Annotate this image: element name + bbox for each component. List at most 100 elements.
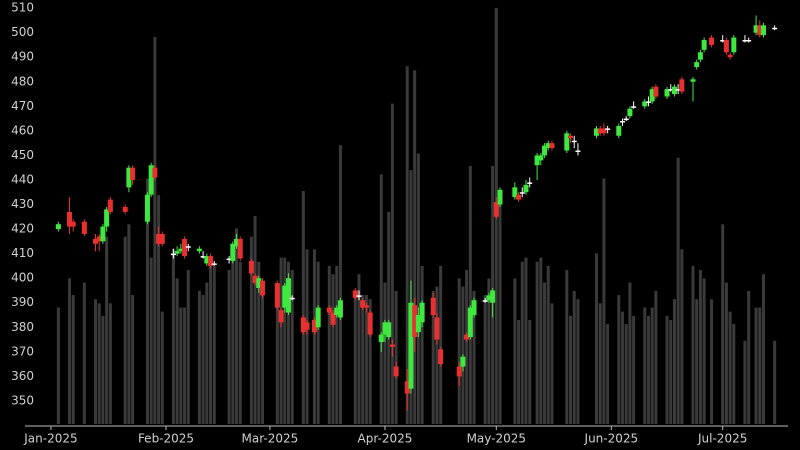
- volume-bar: [524, 257, 528, 424]
- candle-body: [727, 54, 733, 58]
- volume-bar: [672, 299, 676, 424]
- y-tick-label: 500: [11, 25, 34, 39]
- volume-bar: [131, 295, 135, 424]
- volume-bar: [728, 311, 732, 424]
- volume-bar: [275, 299, 279, 424]
- candle-body: [334, 307, 340, 315]
- volume-bar: [249, 236, 253, 424]
- y-tick-label: 480: [11, 74, 34, 88]
- y-tick-label: 400: [11, 271, 34, 285]
- candle-body: [174, 251, 180, 254]
- candle-body: [460, 356, 466, 367]
- volume-bar: [197, 290, 201, 424]
- x-tick-label: Mar-2025: [242, 432, 299, 446]
- candle-body: [412, 305, 418, 338]
- volume-bar: [569, 315, 573, 424]
- candle-body: [156, 233, 162, 244]
- candle-body: [404, 381, 410, 394]
- candle-body: [107, 199, 113, 212]
- volume-bar: [773, 340, 777, 424]
- candle-body: [274, 283, 280, 308]
- volume-bar: [420, 265, 424, 424]
- candle-body: [408, 302, 414, 389]
- volume-bar: [602, 178, 606, 424]
- x-tick-label: Feb-2025: [138, 432, 194, 446]
- y-tick-label: 510: [11, 1, 34, 15]
- volume-bar: [539, 257, 543, 424]
- candle-body: [159, 233, 165, 244]
- volume-bar: [680, 249, 684, 424]
- candle-body: [464, 334, 470, 340]
- volume-bar: [665, 315, 669, 424]
- volume-bar: [465, 270, 469, 424]
- volume-bar: [439, 265, 443, 424]
- candle-body: [389, 344, 395, 347]
- candle-body: [519, 192, 525, 194]
- candle-body: [723, 40, 729, 53]
- candle-body: [649, 89, 655, 102]
- volume-bar: [149, 257, 153, 424]
- volume-bar: [702, 278, 706, 424]
- candle-body: [300, 317, 306, 333]
- candle-body: [382, 322, 388, 335]
- candle-body: [516, 194, 522, 200]
- volume-bar: [364, 295, 368, 424]
- candle-body: [742, 40, 748, 42]
- volume-bar: [205, 282, 209, 424]
- candle-body: [534, 155, 540, 166]
- candle-body: [311, 319, 317, 333]
- volume-bar: [416, 153, 420, 424]
- volume-bar: [209, 261, 213, 424]
- candle-body: [352, 290, 358, 298]
- volume-bar: [669, 319, 673, 424]
- candle-layer: [55, 15, 778, 411]
- y-tick-label: 470: [11, 99, 34, 113]
- volume-bar: [123, 236, 127, 424]
- candle-body: [234, 238, 240, 247]
- candle-body: [282, 285, 288, 308]
- y-tick-label: 450: [11, 148, 34, 162]
- volume-bar: [457, 278, 461, 424]
- volume-bar: [595, 253, 599, 424]
- candle-body: [642, 101, 648, 107]
- volume-bar: [290, 270, 294, 424]
- volume-bar: [316, 261, 320, 424]
- candle-body: [237, 238, 243, 259]
- candle-body: [70, 221, 76, 227]
- volume-bar: [747, 290, 751, 424]
- candle-body: [278, 310, 284, 323]
- volume-bar: [431, 290, 435, 424]
- volume-bar: [487, 278, 491, 424]
- candle-body: [467, 307, 473, 338]
- volume-bar: [743, 340, 747, 424]
- volume-bar: [353, 290, 357, 424]
- volume-bar: [179, 307, 183, 424]
- volume-bar: [279, 257, 283, 424]
- candle-body: [679, 79, 685, 92]
- volume-bar: [628, 282, 632, 424]
- candle-body: [653, 86, 659, 97]
- candle-body: [196, 248, 202, 252]
- candle-body: [126, 167, 132, 188]
- volume-bar: [754, 307, 758, 424]
- volume-bar: [543, 282, 547, 424]
- volume-bar: [762, 274, 766, 424]
- volume-bar: [472, 290, 476, 424]
- volume-layer: [56, 7, 777, 425]
- candle-body: [490, 290, 496, 303]
- candle-body: [493, 202, 499, 217]
- candle-body: [367, 312, 373, 335]
- candle-body: [96, 236, 102, 242]
- candle-body: [252, 275, 258, 284]
- candle-body: [81, 221, 87, 234]
- candle-body: [152, 167, 158, 178]
- volume-bar: [676, 157, 680, 424]
- candle-body: [356, 295, 362, 297]
- candle-body: [419, 302, 425, 323]
- volume-bar: [646, 315, 650, 424]
- candle-body: [100, 226, 106, 242]
- volume-bar: [253, 215, 257, 424]
- volume-bar: [650, 307, 654, 424]
- volume-bar: [598, 303, 602, 424]
